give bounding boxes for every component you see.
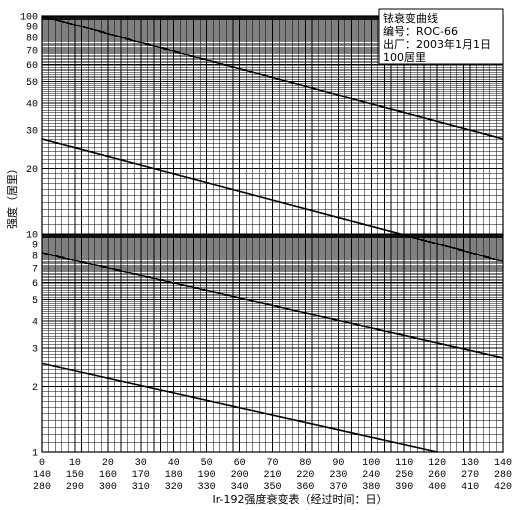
y-tick-label: 70 — [26, 46, 38, 57]
decade-bands — [42, 16, 503, 238]
x-tick-labels: 0 10 20 30 40 50 60 70 80 90 100 110 120 130 140 140 150… — [33, 458, 512, 493]
x-tick-label: 10 — [69, 458, 81, 469]
x-tick-label: 410 — [461, 482, 479, 493]
x-tick-label: 40 — [168, 458, 180, 469]
y-tick-label: 30 — [26, 126, 38, 137]
x-tick-label: 370 — [329, 482, 347, 493]
x-tick-label: 60 — [234, 458, 246, 469]
y-tick-label: 60 — [26, 61, 38, 72]
y-axis-label: 强度（居里） — [5, 163, 19, 229]
y-tick-label: 1 — [32, 449, 38, 460]
x-tick-label: 280 — [494, 470, 512, 481]
decay-line-1 — [41, 15, 504, 140]
x-tick-label: 90 — [332, 458, 344, 469]
y-tick-label: 50 — [26, 78, 38, 89]
legend-line-2: 编号：ROC-66 — [383, 24, 458, 38]
x-tick-label: 140 — [494, 458, 512, 469]
x-tick-label: 330 — [198, 482, 216, 493]
x-tick-label: 270 — [461, 470, 479, 481]
y-tick-label: 100 — [20, 13, 38, 24]
y-tick-label: 80 — [26, 34, 38, 45]
x-tick-label: 350 — [263, 482, 281, 493]
y-tick-label: 2 — [32, 383, 38, 394]
x-tick-label: 160 — [99, 470, 117, 481]
x-tick-label: 200 — [231, 470, 249, 481]
y-tick-label: 20 — [26, 165, 38, 176]
x-tick-label: 190 — [198, 470, 216, 481]
decade-band — [42, 16, 503, 20]
y-tick-label: 6 — [32, 279, 38, 290]
x-tick-label: 300 — [99, 482, 117, 493]
x-tick-label: 340 — [231, 482, 249, 493]
x-tick-label: 180 — [165, 470, 183, 481]
x-tick-label: 220 — [296, 470, 314, 481]
x-axis-title: Ir-192强度衰变表（经过时间：日） — [212, 492, 387, 506]
decay-line-3 — [41, 252, 504, 359]
x-tick-label: 210 — [263, 470, 281, 481]
series-lines — [41, 15, 504, 453]
x-tick-label: 420 — [494, 482, 512, 493]
y-tick-label: 3 — [32, 344, 38, 355]
legend-box — [378, 8, 504, 65]
x-tick-label: 120 — [428, 458, 446, 469]
x-tick-label: 100 — [362, 458, 380, 469]
x-tick-label: 390 — [395, 482, 413, 493]
y-tick-label: 90 — [26, 22, 38, 33]
y-tick-label: 8 — [32, 252, 38, 263]
y-tick-label: 40 — [26, 99, 38, 110]
x-tick-label: 290 — [66, 482, 84, 493]
y-tick-label: 7 — [32, 264, 38, 275]
x-tick-label: 170 — [132, 470, 150, 481]
x-tick-label: 30 — [135, 458, 147, 469]
x-tick-label: 250 — [395, 470, 413, 481]
x-tick-label: 260 — [428, 470, 446, 481]
x-tick-label: 320 — [165, 482, 183, 493]
y-tick-label: 10 — [26, 231, 38, 242]
y-tick-label: 9 — [32, 240, 38, 251]
x-tick-label: 70 — [266, 458, 278, 469]
x-tick-label: 360 — [296, 482, 314, 493]
legend-line-1: 铱衰变曲线 — [383, 11, 438, 25]
x-tick-label: 20 — [102, 458, 114, 469]
x-tick-label: 400 — [428, 482, 446, 493]
x-tick-label: 110 — [395, 458, 413, 469]
y-tick-label: 4 — [32, 317, 38, 328]
legend-line-3: 出厂：2003年1月1日 — [383, 37, 491, 51]
x-tick-label: 80 — [299, 458, 311, 469]
legend-line-4: 100居里 — [383, 51, 426, 64]
x-tick-label: 130 — [461, 458, 479, 469]
x-tick-label: 0 — [39, 458, 45, 469]
decay-line-2 — [41, 138, 504, 263]
x-tick-label: 50 — [201, 458, 213, 469]
x-tick-label: 310 — [132, 482, 150, 493]
x-tick-label: 240 — [362, 470, 380, 481]
x-tick-label: 140 — [33, 470, 51, 481]
x-tick-label: 150 — [66, 470, 84, 481]
decade-band — [42, 234, 503, 238]
y-tick-label: 5 — [32, 296, 38, 307]
x-tick-label: 280 — [33, 482, 51, 493]
decay-line-4 — [41, 362, 438, 453]
x-tick-label: 380 — [362, 482, 380, 493]
x-tick-label: 230 — [329, 470, 347, 481]
